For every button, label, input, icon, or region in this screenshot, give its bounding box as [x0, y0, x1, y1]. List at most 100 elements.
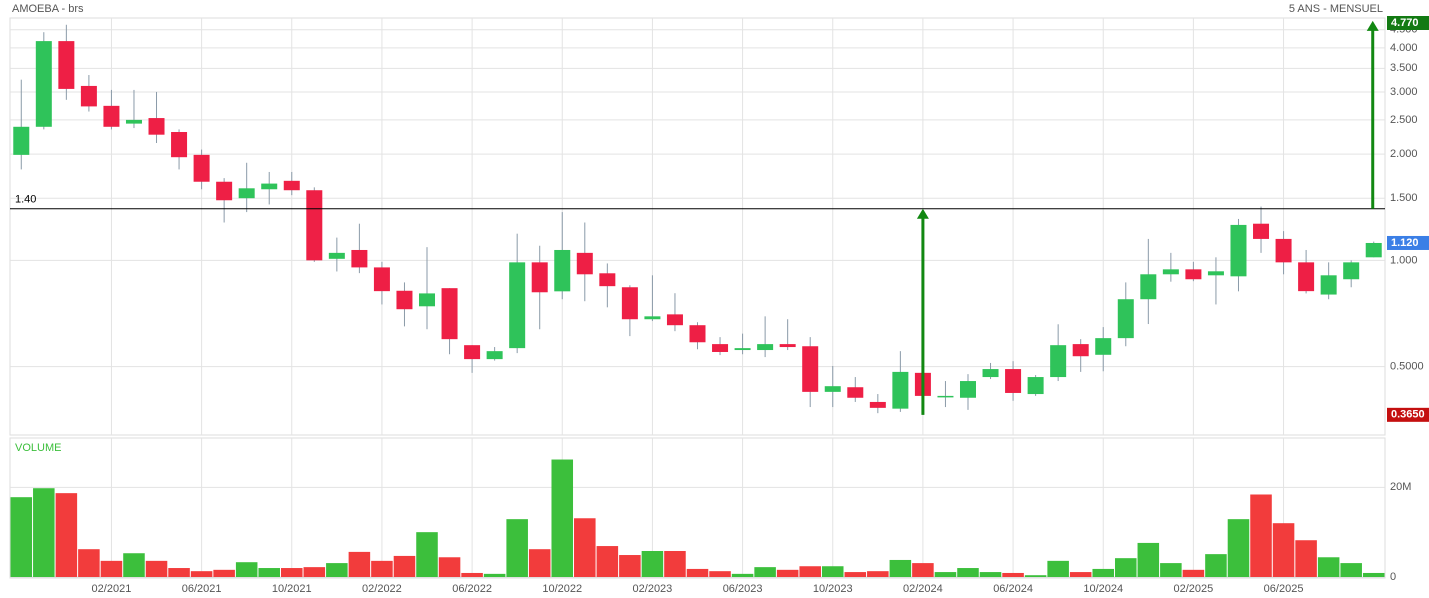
volume-bar: [1115, 558, 1137, 577]
volume-bar: [528, 549, 551, 577]
x-tick-label: 10/2022: [542, 583, 582, 595]
volume-bar: [1272, 523, 1295, 577]
volume-bar: [123, 553, 145, 577]
candle-body: [351, 249, 368, 268]
volume-bar: [1227, 519, 1250, 577]
volume-bar: [168, 568, 190, 577]
volume-bar: [686, 568, 709, 577]
x-tick-label: 10/2023: [813, 583, 853, 595]
volume-bar: [78, 549, 100, 577]
price-badge-label: 4.770: [1391, 17, 1419, 29]
x-tick-label: 02/2021: [92, 583, 132, 595]
y-tick-label: 2.500: [1390, 114, 1418, 126]
candle-body: [441, 288, 458, 340]
candle-body: [80, 85, 97, 107]
x-tick-label: 10/2024: [1083, 583, 1123, 595]
price-badge: [1387, 407, 1429, 422]
candle-body: [1320, 275, 1337, 295]
volume-bar: [551, 459, 574, 577]
x-tick-label: 06/2021: [182, 583, 222, 595]
candle-body: [892, 371, 909, 409]
volume-bar: [438, 557, 461, 577]
candle-body: [712, 344, 729, 352]
candle-body: [1253, 223, 1270, 239]
arrow-head: [916, 208, 929, 219]
y-tick-label: 0: [1390, 571, 1396, 583]
volume-title: VOLUME: [15, 442, 61, 454]
chart-subtitle: 5 ANS - MENSUEL: [1289, 3, 1383, 15]
volume-bar: [979, 572, 1002, 577]
volume-bar: [664, 550, 686, 577]
candle-body: [599, 273, 616, 287]
candle-body: [621, 287, 638, 320]
candle-body: [1140, 274, 1157, 300]
volume-bar: [303, 567, 326, 577]
volume-bar: [1137, 542, 1160, 577]
level-label: 1.40: [15, 194, 36, 206]
volume-bar: [1295, 540, 1317, 577]
x-tick-label: 02/2022: [362, 583, 402, 595]
volume-bar: [371, 560, 393, 577]
volume-bar: [10, 497, 33, 577]
volume-frame: [9, 437, 1386, 579]
volume-bar: [574, 518, 596, 577]
volume-bar: [754, 567, 776, 577]
volume-bar: [619, 555, 641, 577]
x-tick-label: 06/2025: [1264, 583, 1304, 595]
candle-body: [982, 369, 999, 378]
x-tick-label: 06/2024: [993, 583, 1033, 595]
candle-body: [148, 118, 165, 135]
volume-bar: [934, 572, 957, 577]
candle-body: [464, 345, 481, 360]
candle-body: [531, 262, 548, 293]
volume-bar: [912, 563, 934, 577]
candle-body: [1185, 269, 1202, 280]
candle-body: [58, 41, 75, 89]
volume-bar: [145, 560, 168, 577]
volume-bar: [709, 571, 731, 577]
candle-body: [1050, 345, 1067, 378]
candle-body: [1365, 242, 1382, 258]
volume-bar: [596, 546, 619, 577]
y-tick-label: 20M: [1390, 481, 1411, 493]
volume-bar: [821, 566, 844, 577]
y-tick-label: 4.000: [1390, 42, 1418, 54]
volume-bar: [889, 559, 912, 577]
volume-bar: [235, 562, 258, 577]
volume-bar: [957, 568, 979, 577]
volume-bar: [641, 550, 664, 577]
volume-bar: [1092, 568, 1115, 577]
volume-bar: [213, 569, 235, 577]
volume-bar: [55, 493, 78, 577]
candle-body: [261, 183, 278, 190]
candle-body: [869, 401, 886, 408]
y-tick-label: 3.500: [1390, 62, 1418, 74]
candle-body: [509, 262, 526, 349]
volume-bar: [416, 532, 438, 577]
y-tick-label: 2.000: [1390, 148, 1418, 160]
chart-title: AMOEBA - brs: [12, 3, 84, 15]
candle-body: [306, 190, 323, 261]
volume-bar: [461, 572, 483, 577]
candle-body: [1095, 338, 1112, 355]
candle-body: [779, 344, 796, 348]
candle-body: [1072, 344, 1089, 357]
y-tick-label: 1.500: [1390, 192, 1418, 204]
volume-bar: [483, 573, 506, 577]
price-badge: [1387, 16, 1429, 30]
candle-body: [734, 348, 751, 351]
candle-body: [666, 314, 683, 326]
price-frame: [9, 17, 1386, 436]
candle-body: [193, 154, 210, 182]
candle-body: [1207, 271, 1224, 276]
candle-body: [238, 188, 255, 199]
candle-body: [1275, 238, 1292, 263]
volume-bar: [1069, 572, 1092, 577]
candle-body: [689, 325, 706, 343]
x-tick-label: 02/2025: [1174, 583, 1214, 595]
x-tick-label: 10/2021: [272, 583, 312, 595]
candle-body: [1343, 262, 1360, 280]
candle-body: [1005, 369, 1022, 393]
candle-body: [1162, 269, 1179, 275]
candle-body: [576, 252, 593, 275]
